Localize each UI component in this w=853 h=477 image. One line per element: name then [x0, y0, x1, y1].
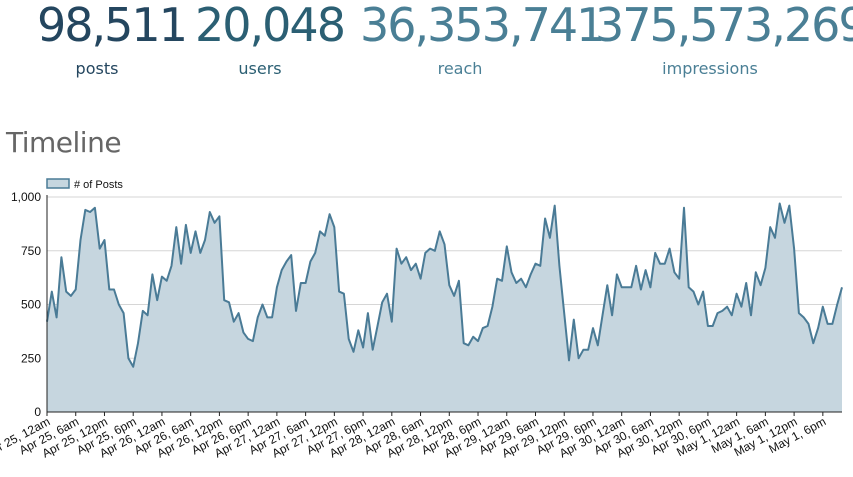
stat-posts-label: posts: [75, 59, 119, 78]
y-tick-label: 0: [34, 405, 41, 419]
stat-users-label: users: [238, 59, 282, 78]
stat-impressions-value: 375,573,269: [595, 0, 853, 52]
stat-posts-value: 98,511: [37, 0, 188, 52]
stat-reach-label: reach: [437, 59, 483, 78]
legend-swatch: [46, 178, 70, 189]
stat-users: 20,048 users: [195, 0, 346, 78]
stat-impressions-label: impressions: [662, 59, 758, 78]
stat-posts: 98,511 posts: [37, 0, 188, 78]
series-line-posts: [46, 202, 843, 368]
stat-reach: 36,353,741 reach: [360, 0, 605, 78]
legend-label: # of Posts: [74, 179, 123, 191]
chart-legend[interactable]: # of Posts: [46, 178, 123, 191]
y-tick-label: 250: [21, 351, 41, 365]
y-tick-label: 1,000: [11, 190, 41, 204]
y-tick-label: 750: [21, 244, 41, 258]
y-tick-label: 500: [21, 298, 41, 312]
stat-impressions: 375,573,269 impressions: [595, 0, 853, 78]
chart-area-layer: [46, 202, 843, 412]
timeline-title: Timeline: [6, 126, 122, 159]
series-area-posts: [47, 203, 842, 412]
stat-users-value: 20,048: [195, 0, 346, 52]
stat-reach-value: 36,353,741: [360, 0, 605, 52]
